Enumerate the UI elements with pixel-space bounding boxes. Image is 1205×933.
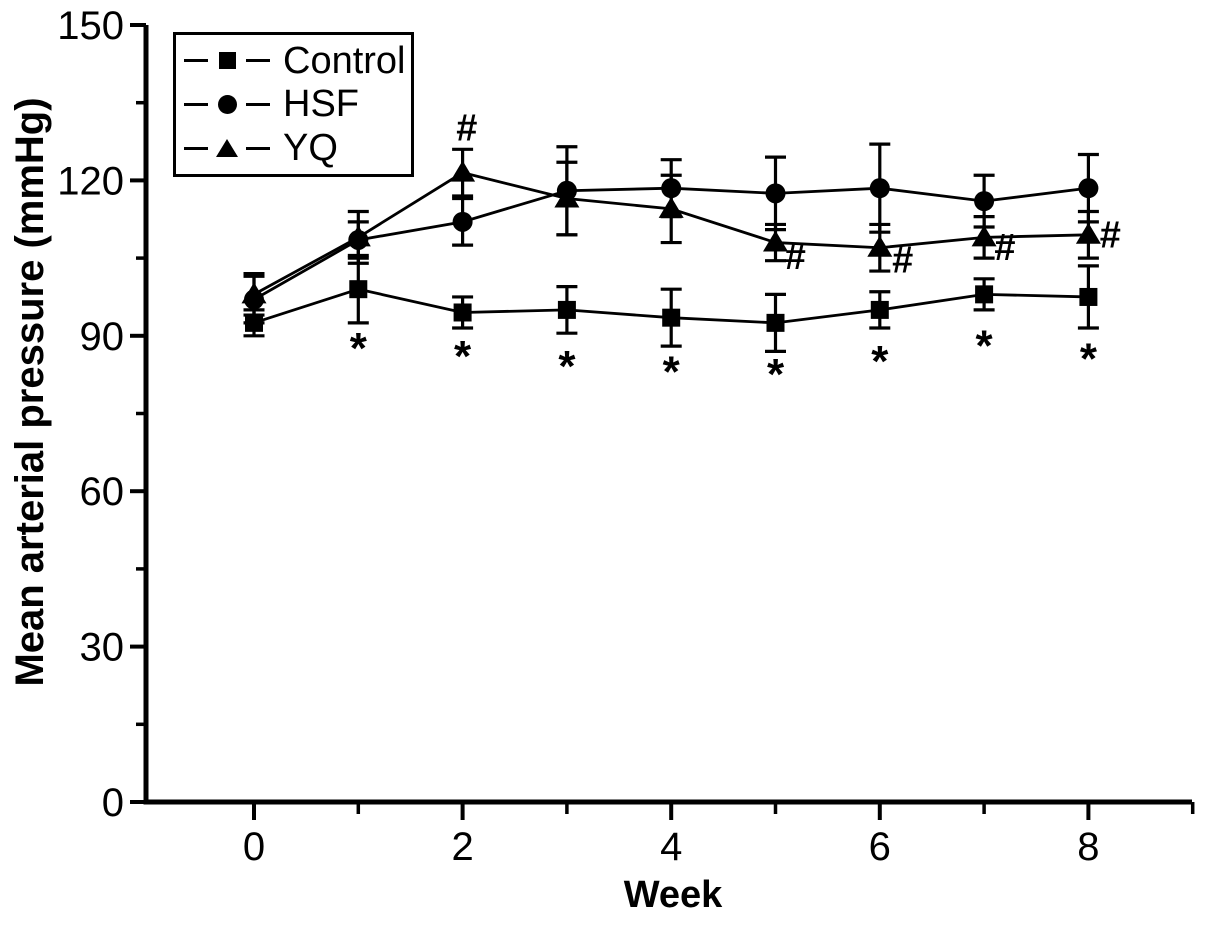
line-segment-icon	[184, 59, 208, 63]
marker-circle-hsf	[765, 183, 786, 204]
marker-square-control	[870, 300, 889, 319]
legend-label-yq: YQ	[283, 127, 338, 170]
star-annotation: *	[871, 337, 889, 386]
star-annotation: *	[767, 350, 785, 399]
marker-triangle-yq	[763, 230, 788, 252]
marker-circle-hsf	[869, 178, 890, 199]
hash-annotation: #	[1100, 214, 1121, 256]
marker-square-control	[975, 285, 994, 304]
y-tick-label: 60	[80, 470, 125, 514]
star-annotation: *	[350, 324, 368, 373]
y-tick-label: 90	[80, 315, 125, 359]
marker-square-control	[453, 303, 472, 322]
x-axis-label: Week	[623, 874, 723, 916]
marker-square-control	[1079, 287, 1098, 306]
x-tick-label: 6	[869, 825, 891, 869]
y-axis-label: Mean arterial pressure (mmHg)	[8, 97, 52, 687]
marker-square-control	[557, 300, 576, 319]
marker-circle-hsf	[1078, 178, 1099, 199]
legend-label-control: Control	[283, 39, 406, 82]
hash-annotation: #	[994, 227, 1015, 269]
x-tick-label: 4	[660, 825, 682, 869]
star-annotation: *	[1080, 334, 1098, 383]
line-segment-icon	[184, 102, 208, 106]
marker-square-control	[349, 280, 368, 299]
marker-circle-hsf	[348, 229, 369, 250]
x-tick-label: 8	[1077, 825, 1099, 869]
star-annotation: *	[663, 347, 681, 396]
x-tick-label: 0	[243, 825, 265, 869]
marker-circle-hsf	[661, 178, 682, 199]
line-segment-icon	[246, 59, 270, 63]
legend-item-control: Control	[184, 42, 411, 80]
marker-square-control	[662, 308, 681, 327]
y-tick-label: 0	[102, 781, 124, 825]
hash-annotation: #	[892, 240, 913, 282]
marker-circle-hsf	[556, 180, 577, 201]
legend-sample-hsf	[184, 94, 270, 114]
marker-circle-hsf	[974, 191, 995, 212]
legend-label-hsf: HSF	[283, 83, 359, 126]
hash-annotation: #	[456, 108, 477, 150]
marker-triangle-yq	[450, 160, 476, 182]
marker-triangle-yq	[658, 196, 684, 218]
marker-circle-hsf	[244, 289, 264, 310]
y-tick-label: 120	[57, 159, 124, 203]
x-tick-label: 2	[451, 825, 473, 869]
legend-item-hsf: HSF	[184, 85, 411, 123]
legend: Control HSF YQ	[173, 32, 414, 177]
marker-square-control	[245, 313, 263, 332]
marker-triangle-yq	[971, 225, 997, 247]
marker-triangle-yq	[867, 235, 893, 257]
marker-circle-hsf	[452, 211, 473, 232]
y-tick-label: 30	[80, 626, 125, 670]
marker-triangle-yq	[1075, 222, 1101, 244]
hash-annotation: #	[785, 236, 806, 278]
legend-sample-control	[184, 52, 270, 70]
star-annotation: *	[454, 332, 472, 381]
triangle-marker-icon	[216, 139, 238, 158]
line-segment-icon	[246, 102, 270, 106]
line-segment-icon	[246, 146, 270, 150]
circle-marker-icon	[217, 94, 237, 114]
line-segment-icon	[184, 146, 208, 150]
y-tick-label: 150	[57, 4, 124, 48]
square-marker-icon	[218, 52, 236, 70]
legend-item-yq: YQ	[184, 129, 411, 167]
star-annotation: *	[558, 342, 576, 391]
star-annotation: *	[976, 321, 994, 370]
legend-sample-yq	[184, 139, 270, 158]
marker-square-control	[766, 313, 785, 332]
